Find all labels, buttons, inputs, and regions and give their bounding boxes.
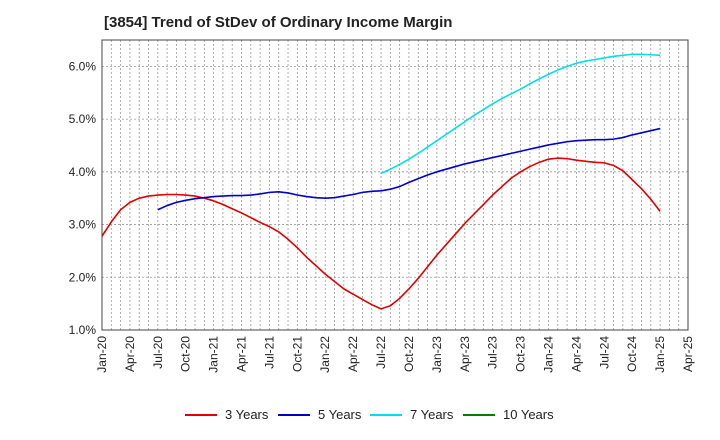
y-tick-label: 4.0% <box>69 165 97 179</box>
x-tick-label: Oct-21 <box>290 336 304 372</box>
y-tick-label: 5.0% <box>69 112 97 126</box>
x-tick-label: Apr-20 <box>123 336 137 372</box>
y-tick-label: 2.0% <box>69 270 97 284</box>
grid-lines <box>101 40 689 331</box>
x-tick-label: Oct-22 <box>402 336 416 372</box>
x-tick-label: Jul-22 <box>374 336 388 369</box>
x-tick-label: Jan-22 <box>318 336 332 373</box>
x-tick-label: Oct-23 <box>514 336 528 372</box>
x-tick-label: Apr-21 <box>235 336 249 372</box>
legend-label-7-years: 7 Years <box>410 407 454 422</box>
y-tick-label: 6.0% <box>69 59 97 73</box>
x-tick-label: Jan-25 <box>653 336 667 373</box>
series-lines <box>101 53 661 310</box>
y-axis: 1.0% 2.0% 3.0% 4.0% 5.0% 6.0% <box>69 59 97 337</box>
legend-label-10-years: 10 Years <box>503 407 554 422</box>
x-axis: Jan-20 Apr-20 Jul-20 Oct-20 Jan-21 Apr-21 Jul-… <box>95 336 695 373</box>
x-tick-label: Jan-23 <box>430 336 444 373</box>
x-tick-label: Jan-20 <box>95 336 109 373</box>
series-line-5-years <box>157 127 661 211</box>
x-tick-label: Jul-20 <box>151 336 165 369</box>
chart-title: [3854] Trend of StDev of Ordinary Income… <box>104 14 453 31</box>
x-tick-label: Apr-25 <box>681 336 695 372</box>
legend-label-5-years: 5 Years <box>318 407 362 422</box>
x-tick-label: Jul-21 <box>262 336 276 369</box>
x-tick-label: Apr-22 <box>346 336 360 372</box>
plot-area-border <box>101 39 689 331</box>
x-tick-label: Jan-24 <box>541 336 555 373</box>
x-tick-label: Oct-20 <box>179 336 193 372</box>
series-line-3-years <box>101 157 661 310</box>
x-tick-label: Apr-23 <box>458 336 472 372</box>
x-tick-label: Jul-24 <box>597 336 611 369</box>
y-tick-label: 3.0% <box>69 218 97 232</box>
x-tick-label: Jan-21 <box>207 336 221 373</box>
x-tick-label: Apr-24 <box>569 336 583 372</box>
legend-label-3-years: 3 Years <box>225 407 269 422</box>
y-tick-label: 1.0% <box>69 323 97 337</box>
x-tick-label: Oct-24 <box>625 336 639 372</box>
legend: 3 Years 5 Years 7 Years 10 Years <box>185 407 554 422</box>
series-line-7-years <box>380 53 661 175</box>
x-tick-label: Jul-23 <box>486 336 500 369</box>
